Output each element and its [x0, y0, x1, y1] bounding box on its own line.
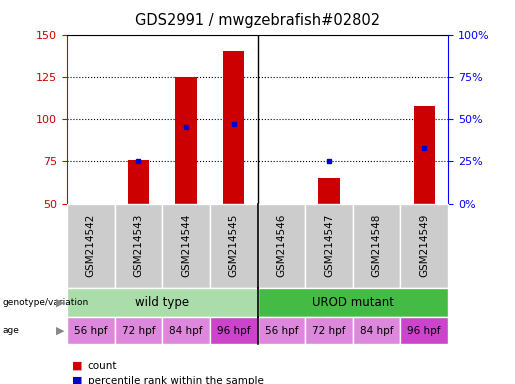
Text: 84 hpf: 84 hpf	[360, 326, 393, 336]
Text: 96 hpf: 96 hpf	[217, 326, 250, 336]
Text: GSM214542: GSM214542	[86, 214, 96, 278]
Bar	[175, 77, 197, 204]
Text: ▶: ▶	[56, 326, 64, 336]
Text: ■: ■	[72, 361, 82, 371]
Text: GSM214545: GSM214545	[229, 214, 238, 278]
Text: age: age	[3, 326, 20, 335]
Text: GSM214547: GSM214547	[324, 214, 334, 278]
Text: GSM214548: GSM214548	[372, 214, 382, 278]
Text: 56 hpf: 56 hpf	[265, 326, 298, 336]
Text: ▶: ▶	[56, 297, 64, 308]
Text: 84 hpf: 84 hpf	[169, 326, 203, 336]
Text: GSM214543: GSM214543	[133, 214, 143, 278]
Bar	[318, 178, 340, 204]
Text: 72 hpf: 72 hpf	[312, 326, 346, 336]
Text: GSM214546: GSM214546	[277, 214, 286, 278]
Text: ■: ■	[72, 376, 82, 384]
Bar	[223, 51, 245, 204]
Text: genotype/variation: genotype/variation	[3, 298, 89, 307]
Text: UROD mutant: UROD mutant	[312, 296, 394, 309]
Bar	[414, 106, 435, 204]
Text: GSM214549: GSM214549	[419, 214, 429, 278]
Text: GSM214544: GSM214544	[181, 214, 191, 278]
Text: 56 hpf: 56 hpf	[74, 326, 108, 336]
Text: 96 hpf: 96 hpf	[407, 326, 441, 336]
Text: percentile rank within the sample: percentile rank within the sample	[88, 376, 264, 384]
Text: 72 hpf: 72 hpf	[122, 326, 155, 336]
Text: wild type: wild type	[135, 296, 190, 309]
Text: GDS2991 / mwgzebrafish#02802: GDS2991 / mwgzebrafish#02802	[135, 13, 380, 28]
Text: count: count	[88, 361, 117, 371]
Bar	[128, 160, 149, 204]
